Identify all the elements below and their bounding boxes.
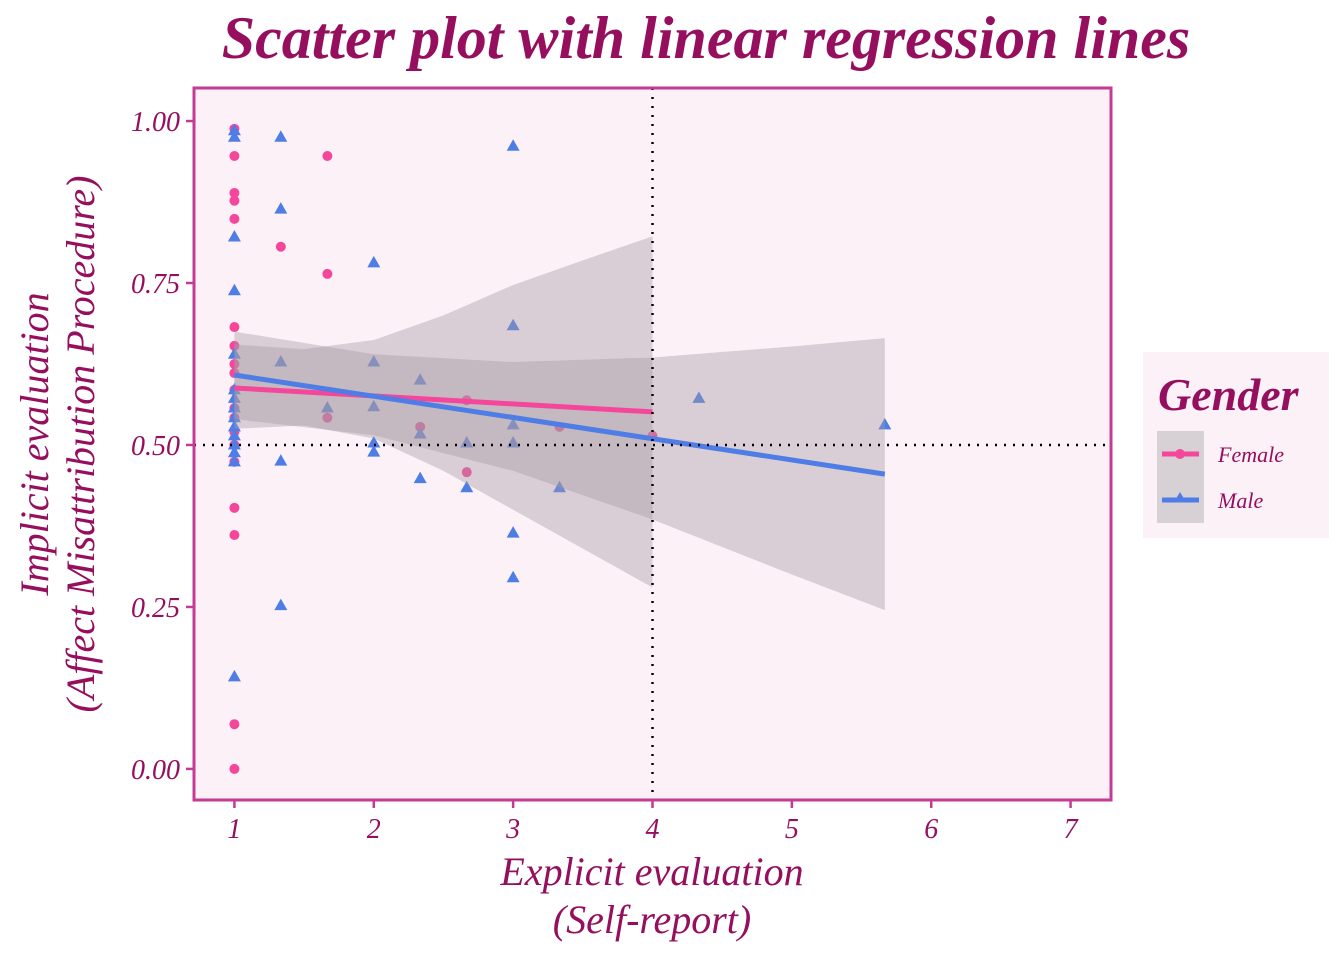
male-point	[227, 347, 241, 359]
male-point	[367, 399, 381, 412]
male-point	[460, 436, 474, 448]
male-point	[227, 283, 241, 296]
x-tick-label: 1	[227, 814, 241, 845]
male-point	[227, 401, 241, 413]
female-point	[229, 502, 240, 513]
x-axis-title-line2: (Self-report)	[553, 897, 751, 942]
male-point	[367, 355, 381, 367]
male-point	[227, 419, 241, 432]
male-point	[367, 445, 381, 457]
x-axis-title-line1: Explicit evaluation	[499, 849, 803, 894]
female-point	[229, 763, 240, 774]
female-point	[322, 151, 333, 162]
male-regression-line	[234, 372, 886, 477]
male-point	[506, 526, 520, 538]
legend-female-marker	[1175, 449, 1185, 459]
legend-label-male: Male	[1217, 488, 1263, 513]
female-point	[229, 530, 240, 541]
male-point	[227, 410, 241, 423]
male-point	[506, 318, 520, 331]
female-point	[229, 195, 240, 206]
male-point	[506, 417, 520, 430]
male-point	[227, 130, 241, 142]
x-tick-label: 7	[1064, 814, 1079, 845]
male-point	[878, 417, 892, 430]
female-point	[229, 340, 240, 351]
legend: Gender Female Male	[1143, 352, 1329, 538]
male-point	[274, 454, 288, 466]
male-point	[413, 471, 427, 484]
female-point	[229, 322, 240, 333]
female-point	[275, 241, 286, 252]
male-point	[227, 454, 241, 467]
female-regression-line	[234, 385, 653, 415]
female-point	[461, 467, 472, 478]
male-point	[553, 480, 567, 493]
female-point	[322, 268, 333, 279]
male-point	[227, 230, 241, 242]
male-point	[227, 669, 241, 682]
female-point	[322, 412, 333, 423]
male-point	[460, 480, 474, 493]
male-point	[227, 437, 241, 450]
x-tick-label: 6	[924, 814, 938, 845]
female-point	[415, 421, 426, 432]
y-axis-title-line1: Implicit evaluation	[12, 292, 57, 596]
female-point	[229, 358, 240, 369]
male-point	[367, 436, 381, 448]
male-point	[227, 428, 241, 441]
y-tick-label: 0.50	[131, 431, 180, 462]
male-point	[274, 202, 288, 214]
male-point	[692, 391, 706, 403]
male-point	[274, 130, 288, 142]
male-point	[227, 391, 241, 403]
male-point	[506, 139, 520, 151]
male-point	[227, 445, 241, 458]
legend-title: Gender	[1158, 369, 1300, 420]
female-confidence-band	[234, 236, 653, 588]
male-point	[274, 355, 288, 367]
male-point	[320, 401, 334, 413]
female-point	[229, 213, 240, 224]
x-tick-label: 3	[505, 814, 520, 845]
female-point	[229, 187, 240, 198]
legend-label-female: Female	[1217, 442, 1284, 467]
x-tick-label: 5	[785, 814, 799, 845]
male-point	[413, 426, 427, 439]
legend-male-marker	[1174, 492, 1186, 502]
male-point	[274, 598, 288, 611]
y-tick-label: 0.75	[131, 269, 180, 300]
female-point	[229, 719, 240, 730]
y-tick-label: 0.25	[131, 593, 180, 624]
male-point	[506, 570, 520, 583]
y-tick-label: 1.00	[131, 107, 180, 138]
chart-title: Scatter plot with linear regression line…	[222, 5, 1190, 71]
y-axis-title-line2: (Affect Misattribution Procedure)	[58, 176, 103, 713]
female-point	[229, 151, 240, 162]
male-point	[227, 123, 241, 136]
y-tick-label: 0.00	[131, 755, 180, 786]
x-tick-label: 4	[646, 814, 660, 845]
male-point	[413, 373, 427, 385]
x-tick-label: 2	[367, 814, 381, 845]
legend-key-background	[1157, 431, 1204, 523]
male-point	[367, 255, 381, 268]
